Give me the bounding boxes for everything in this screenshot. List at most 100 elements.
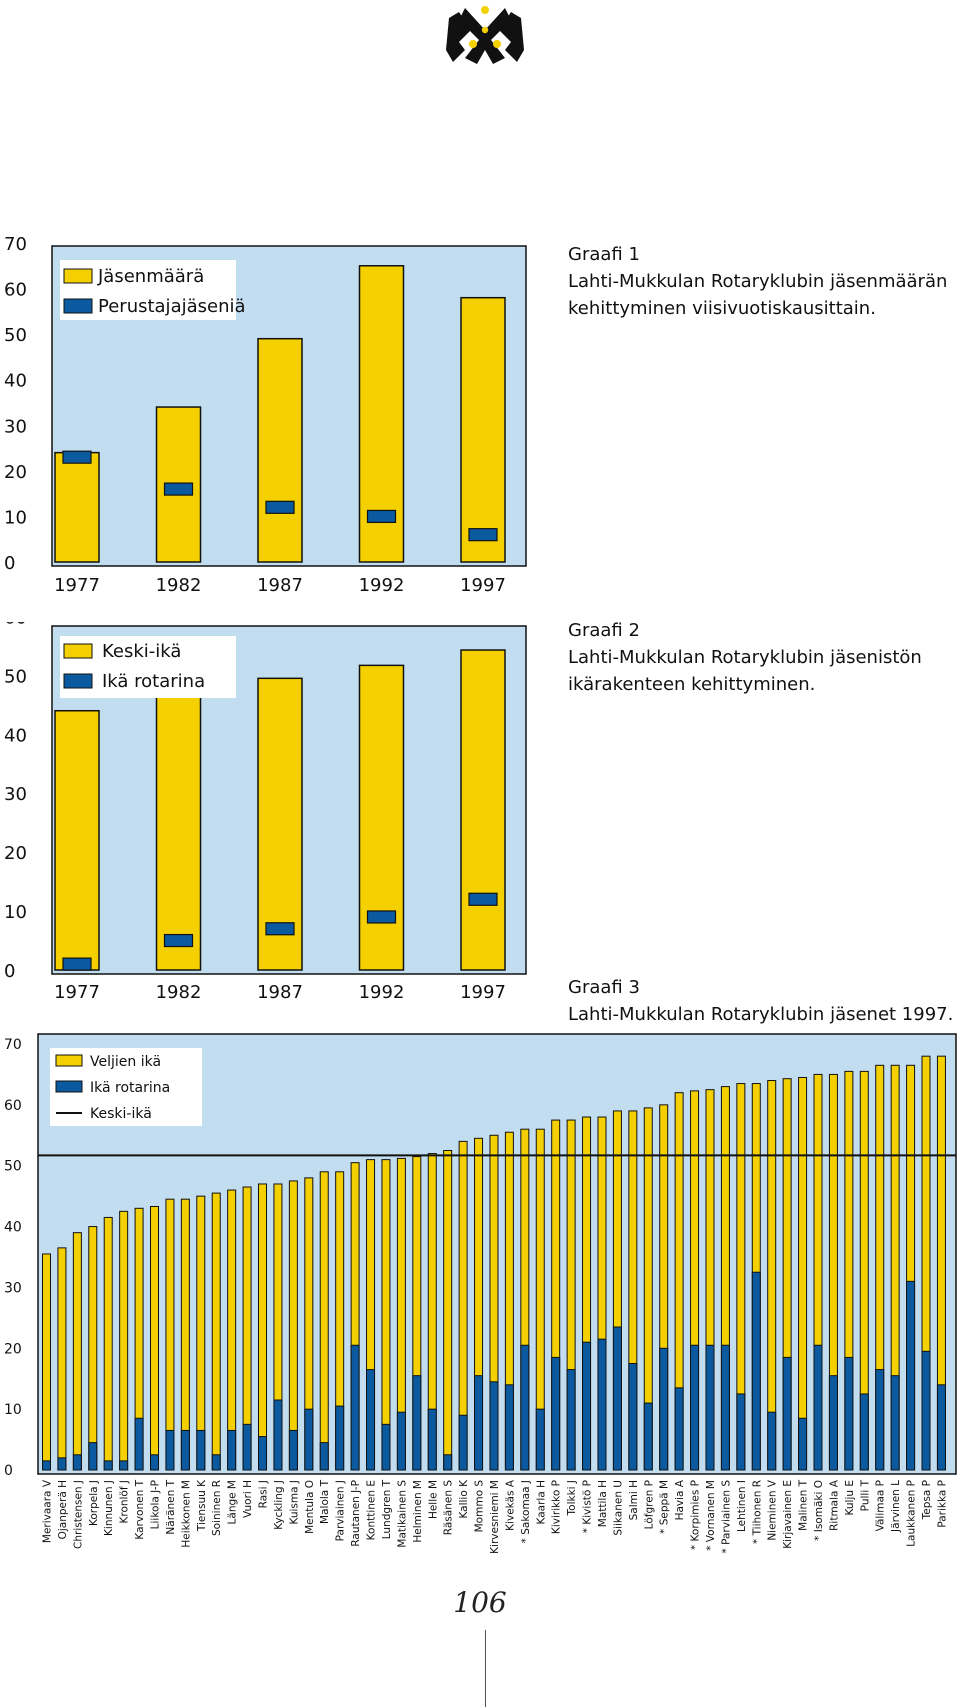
chart-3-member-label: Rasi J	[258, 1480, 270, 1508]
chart-2-bar-1977	[54, 709, 100, 971]
chart-3-rotary-years-bar	[921, 1350, 931, 1471]
chart-3-rotary-years-bar	[844, 1356, 854, 1471]
legend-label-keski-ika: Keski-ikä	[102, 641, 181, 662]
chart-2-ytick: 0	[4, 961, 15, 982]
chart-3-rotary-years-bar	[396, 1411, 406, 1471]
chart-3-member-label: Salmi H	[628, 1480, 640, 1520]
chart-3-member-label: * Seppä M	[659, 1480, 671, 1534]
chart-3-rotary-years-bar	[875, 1369, 885, 1471]
chart-3-member-label: Soininen R	[211, 1480, 223, 1536]
chart-3-ytick: 60	[4, 1098, 22, 1114]
chart-1-caption: Graafi 1 Lahti-Mukkulan Rotaryklubin jäs…	[568, 241, 947, 322]
chart-3-member-label: * Korpimies P	[690, 1480, 702, 1550]
chart-3-member-label: Tolkki J	[566, 1480, 578, 1516]
chart-3-member-label: Löfgren P	[643, 1480, 655, 1529]
chart-2-marker-1977	[62, 957, 92, 971]
chart-3-rotary-years-bar	[196, 1429, 206, 1471]
chart-3-rotary-years-bar	[381, 1423, 391, 1471]
chart-3-rotary-years-bar	[736, 1393, 746, 1471]
chart-3-rotary-years-bar	[813, 1344, 823, 1471]
chart-3-member-label: Malola T	[319, 1479, 331, 1524]
chart-3-rotary-years-bar	[88, 1442, 98, 1471]
chart-3-rotary-years-bar	[690, 1344, 700, 1471]
chart-3-rotary-years-bar	[751, 1271, 761, 1471]
chart-3-member-label: Kivekäs A	[504, 1479, 516, 1531]
chart-1-bar-1987	[257, 337, 303, 563]
chart-3-member-label: Kirvesniemi M	[489, 1480, 501, 1554]
chart-3-member-label: Laukkanen P	[906, 1480, 918, 1547]
legend-label-ika-rotarina: Ikä rotarina	[90, 1080, 170, 1096]
chart-3-member-label: Kinnunen J	[103, 1480, 115, 1536]
chart-3-member-label: * Sakomaa J	[520, 1480, 532, 1543]
chart-3-age-bar	[88, 1226, 98, 1471]
chart-3-ytick: 70	[4, 1037, 22, 1053]
chart-1-ytick: 10	[4, 507, 27, 528]
chart-3-member-label: Parviainen J	[335, 1480, 347, 1541]
chart-3-age-bar	[150, 1205, 160, 1471]
chart-3-member-label: Lundgren T	[381, 1479, 393, 1539]
chart-1-xtick-1997: 1997	[460, 575, 506, 596]
chart-3-member-label: Näränen T	[165, 1479, 177, 1534]
chart-3-age-bar	[42, 1253, 51, 1471]
chart-2-ytick: 40	[4, 725, 27, 746]
chart-3-age-bar	[180, 1198, 190, 1471]
chart-3-rotary-years-bar	[273, 1399, 283, 1471]
chart-3-member-label: Pulli T	[859, 1479, 871, 1511]
chart-2-bar-1987	[257, 677, 303, 971]
legend-label-ika-rotarina: Ikä rotarina	[102, 671, 205, 692]
chart-1-ytick: 0	[4, 553, 15, 574]
legend-swatch-veljien-ika	[55, 1054, 83, 1067]
chart-3-rotary-years-bar	[366, 1369, 376, 1471]
chart-3-ytick: 10	[4, 1402, 22, 1418]
chart-2-caption-line-1: Lahti-Mukkulan Rotaryklubin jäsenistön	[568, 647, 922, 668]
chart-3-member-label: Parikka P	[936, 1480, 948, 1528]
chart-3-member-label: * Isomäki O	[813, 1480, 825, 1541]
legend-label-perustajajaseniä: Perustajajäseniä	[98, 296, 246, 317]
chart-3-rotary-years-bar	[906, 1280, 916, 1471]
chart-3-member-label: Liikola J-P	[150, 1480, 162, 1529]
chart-1-xtick-1977: 1977	[54, 575, 100, 596]
chart-3-member-label: Heikkonen M	[180, 1480, 192, 1548]
chart-3-member-label: * Vornanen M	[705, 1480, 717, 1551]
chart-2-legend: Keski-ikä Ikä rotarina	[60, 636, 236, 698]
chart-2-xtick-1977: 1977	[54, 982, 100, 1003]
chart-3-rotary-years-bar	[535, 1408, 545, 1471]
chart-3-age-bar	[798, 1076, 808, 1471]
legend-swatch-jasenmaara	[63, 268, 93, 284]
chart-3-member-label: Mommo S	[474, 1480, 486, 1533]
chart-3-member-label: Helminen M	[412, 1480, 424, 1543]
chart-3-member-label: Länge M	[227, 1480, 239, 1524]
chart-3-rotary-years-bar	[335, 1405, 345, 1471]
chart-3-rotary-years-bar	[520, 1344, 530, 1471]
chart-3-rotary-years-bar	[597, 1338, 607, 1471]
legend-swatch-keski-ika	[63, 643, 93, 659]
chart-3-member-label: Christensen J	[72, 1480, 84, 1549]
chart-3-rotary-years-bar	[288, 1429, 298, 1471]
chart-2-marker-1997	[468, 892, 498, 906]
chart-2-bar-1992	[358, 664, 405, 971]
chart-3-member-label: Lehtinen I	[736, 1480, 748, 1532]
chart-3-member-label: Kronlöf J	[119, 1480, 131, 1524]
chart-3-caption: Graafi 3 Lahti-Mukkulan Rotaryklubin jäs…	[568, 974, 953, 1028]
chart-3-age-bar	[443, 1150, 453, 1471]
chart-2-bar-1982	[155, 683, 202, 971]
chart-2-marker-1982	[163, 933, 194, 948]
chart-1-ytick: 70	[4, 234, 27, 255]
chart-3-member-label: Järvinen L	[890, 1480, 902, 1533]
chart-3-age-bar	[211, 1192, 221, 1471]
chart-3-member-label: Helle M	[427, 1480, 439, 1519]
chart-3-rotary-years-bar	[165, 1429, 175, 1471]
chart-2-ytick: 50	[4, 666, 27, 687]
chart-1-ytick: 60	[4, 280, 27, 301]
chart-3-member-label: Mentula O	[304, 1480, 316, 1534]
chart-3-member-label: Kivirikko P	[551, 1480, 563, 1534]
chart-3-rotary-years-bar	[474, 1375, 484, 1471]
chart-2-caption-line-2: ikärakenteen kehittyminen.	[568, 674, 816, 695]
chart-2-xtick-1997: 1997	[460, 982, 506, 1003]
chart-1-ytick: 40	[4, 371, 27, 392]
chart-3-rotary-years-bar	[412, 1375, 422, 1471]
chart-3-age-bar	[165, 1198, 175, 1471]
chart-3-rotary-years-bar	[180, 1429, 190, 1471]
chart-2-caption: Graafi 2 Lahti-Mukkulan Rotaryklubin jäs…	[568, 617, 922, 698]
chart-1-bar-1977	[54, 451, 100, 563]
